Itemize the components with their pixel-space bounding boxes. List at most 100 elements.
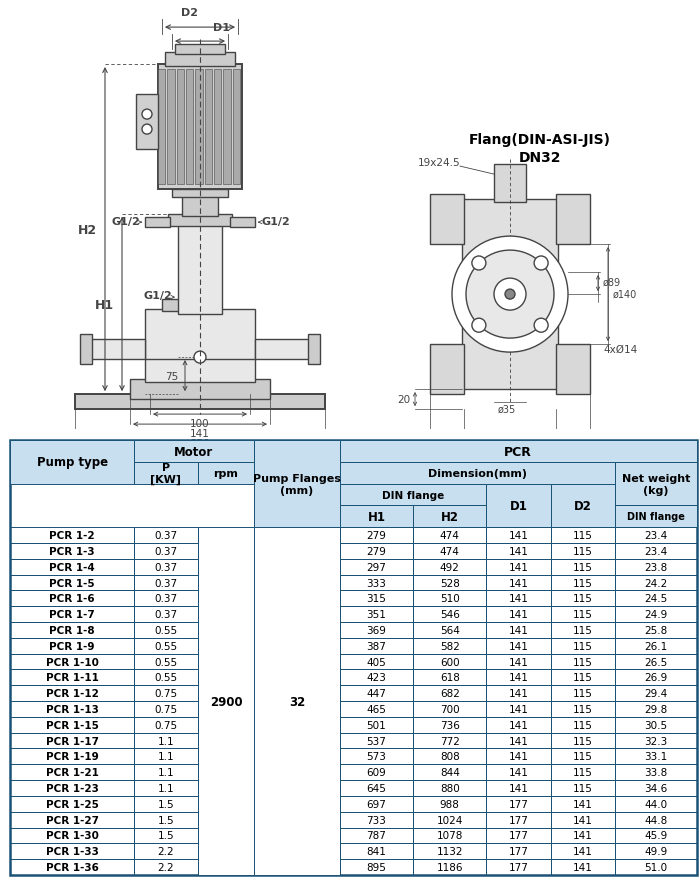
Text: 1.1: 1.1: [158, 767, 174, 777]
Text: DN32: DN32: [519, 151, 561, 165]
Bar: [340, 622, 413, 638]
Bar: [551, 765, 615, 781]
Bar: [615, 781, 696, 796]
Text: 733: 733: [367, 815, 386, 825]
Bar: [615, 462, 696, 506]
Bar: [615, 828, 696, 843]
Text: 1186: 1186: [437, 862, 463, 872]
Bar: [134, 765, 198, 781]
Text: 351: 351: [367, 610, 386, 619]
Text: 141: 141: [573, 830, 593, 841]
Bar: [486, 686, 551, 702]
Text: 29.4: 29.4: [644, 688, 667, 698]
Bar: [158, 70, 165, 185]
Text: 573: 573: [367, 751, 386, 762]
Bar: [90, 339, 145, 360]
Bar: [413, 559, 486, 575]
Bar: [551, 686, 615, 702]
Bar: [615, 607, 696, 622]
Bar: [134, 796, 198, 812]
Circle shape: [142, 125, 152, 135]
Bar: [413, 506, 486, 527]
Bar: [615, 527, 696, 543]
Bar: [486, 607, 551, 622]
Text: Flang(DIN-ASI-JIS): Flang(DIN-ASI-JIS): [469, 133, 611, 147]
Text: 33.8: 33.8: [644, 767, 667, 777]
Bar: [134, 654, 198, 670]
Text: 988: 988: [440, 799, 460, 809]
Text: 279: 279: [367, 547, 386, 556]
Text: 1132: 1132: [437, 846, 463, 856]
Bar: [134, 686, 198, 702]
Text: H1: H1: [368, 510, 386, 524]
Bar: [413, 796, 486, 812]
Text: 880: 880: [440, 783, 460, 793]
Text: PCR 1-33: PCR 1-33: [46, 846, 99, 856]
Circle shape: [505, 290, 515, 299]
Bar: [10, 527, 134, 543]
Bar: [340, 859, 413, 875]
Text: 141: 141: [509, 767, 528, 777]
Text: 115: 115: [573, 720, 593, 730]
Text: 1.5: 1.5: [158, 799, 174, 809]
Bar: [551, 843, 615, 859]
Bar: [134, 717, 198, 733]
Bar: [134, 575, 198, 591]
Bar: [134, 812, 198, 828]
Bar: [134, 462, 198, 484]
Bar: [223, 70, 231, 185]
Bar: [130, 380, 270, 400]
Bar: [340, 796, 413, 812]
Bar: [134, 781, 198, 796]
Bar: [413, 733, 486, 749]
Bar: [615, 812, 696, 828]
Text: PCR 1-15: PCR 1-15: [46, 720, 99, 730]
Bar: [198, 527, 254, 875]
Bar: [340, 559, 413, 575]
Bar: [340, 686, 413, 702]
Bar: [486, 781, 551, 796]
Text: 141: 141: [509, 704, 528, 714]
Text: 1.5: 1.5: [158, 830, 174, 841]
Text: 180: 180: [500, 443, 520, 453]
Bar: [615, 859, 696, 875]
Text: 844: 844: [440, 767, 460, 777]
Bar: [430, 345, 464, 394]
Text: 474: 474: [440, 547, 460, 556]
Bar: [10, 607, 134, 622]
Text: ø35: ø35: [498, 405, 516, 415]
Bar: [340, 462, 615, 484]
Text: 141: 141: [509, 626, 528, 635]
Text: 546: 546: [440, 610, 460, 619]
Text: 141: 141: [573, 862, 593, 872]
Bar: [75, 394, 325, 409]
Text: 582: 582: [440, 641, 460, 651]
Bar: [413, 670, 486, 686]
Bar: [165, 53, 235, 67]
Text: PCR 1-19: PCR 1-19: [46, 751, 99, 762]
Circle shape: [472, 257, 486, 271]
Bar: [198, 462, 254, 484]
Text: D1: D1: [510, 500, 528, 512]
Text: 609: 609: [367, 767, 386, 777]
Circle shape: [194, 352, 206, 363]
Text: PCR 1-7: PCR 1-7: [49, 610, 95, 619]
Text: PCR 1-11: PCR 1-11: [46, 672, 99, 682]
Text: 33.1: 33.1: [644, 751, 667, 762]
Bar: [486, 702, 551, 717]
Bar: [615, 559, 696, 575]
Bar: [80, 335, 92, 365]
Bar: [134, 859, 198, 875]
Bar: [551, 622, 615, 638]
Bar: [551, 702, 615, 717]
Bar: [134, 591, 198, 607]
Text: 32: 32: [288, 695, 305, 708]
Bar: [10, 733, 134, 749]
Text: 387: 387: [367, 641, 386, 651]
Bar: [413, 702, 486, 717]
Bar: [134, 527, 198, 543]
Text: ø89: ø89: [603, 278, 621, 288]
Bar: [195, 70, 203, 185]
Bar: [340, 812, 413, 828]
Text: 115: 115: [573, 626, 593, 635]
